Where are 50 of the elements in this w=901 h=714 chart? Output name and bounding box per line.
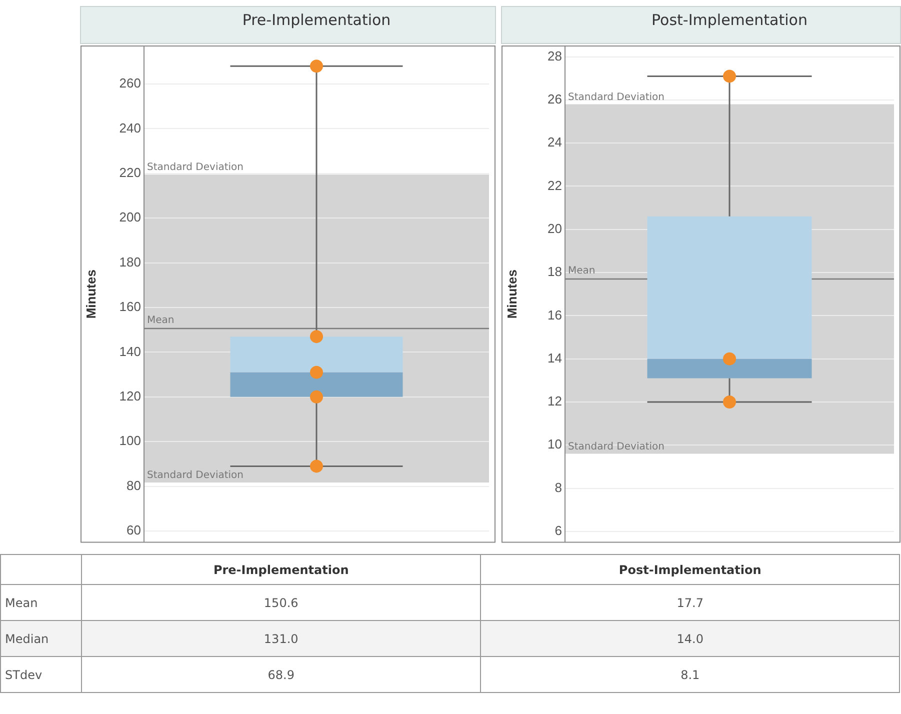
y-tick-label: 28 [548, 48, 562, 64]
y-tick-label: 8 [554, 480, 562, 495]
y-tick-label: 120 [119, 388, 141, 404]
point [723, 395, 736, 408]
data-label: 17.7 [480, 584, 900, 620]
text: Mean [0, 584, 82, 620]
ref-line-label: Mean [147, 315, 174, 326]
point [310, 366, 323, 379]
y-tick-label: 100 [119, 433, 141, 448]
point [310, 60, 323, 73]
y-tick-label: 16 [548, 307, 562, 322]
y-tick-label: 14 [548, 350, 562, 366]
point [310, 390, 323, 404]
data-label: 131.0 [82, 620, 481, 656]
text: Median [0, 620, 82, 656]
y-tick-label: 60 [126, 522, 141, 538]
y-tick-label: 12 [548, 394, 562, 409]
band-label: Standard Deviation [147, 470, 244, 482]
y-tick-label: 260 [119, 76, 141, 91]
band-label: Standard Deviation [568, 92, 665, 103]
y-tick-label: 26 [548, 92, 562, 107]
text: Standard Deviation [568, 441, 665, 452]
ref-line-label: Mean [568, 266, 596, 277]
data-label: 8.1 [480, 656, 900, 692]
y-tick-label: 24 [548, 134, 562, 150]
point [723, 352, 736, 366]
y-tick-label: 22 [548, 178, 562, 193]
y-tick-label: 160 [119, 299, 141, 314]
y-axis-title: Minutes [83, 270, 98, 319]
data-label: 14.0 [480, 620, 900, 656]
data-label: 150.6 [82, 584, 481, 620]
y-tick-label: 240 [119, 120, 141, 136]
y-tick-label: 200 [119, 210, 141, 225]
y-tick-label: 80 [126, 478, 141, 493]
y-tick-label: 20 [548, 220, 562, 236]
category-label: Pre-Implementation [82, 554, 481, 584]
point [310, 330, 323, 344]
y-axis-title: Minutes [504, 270, 520, 319]
y-tick-label: 18 [548, 264, 562, 280]
data-label: 68.9 [82, 656, 481, 692]
category-label: Post-Implementation [480, 554, 900, 584]
text: Standard Deviation [147, 162, 244, 174]
y-tick-label: 220 [119, 164, 141, 180]
y-tick-label: 140 [119, 344, 141, 359]
point [310, 460, 323, 473]
y-tick-label: 10 [548, 436, 562, 452]
y-tick-label: 6 [554, 522, 562, 538]
y-tick-label: 180 [119, 254, 141, 270]
text: STdev [0, 656, 82, 692]
point [723, 70, 736, 83]
